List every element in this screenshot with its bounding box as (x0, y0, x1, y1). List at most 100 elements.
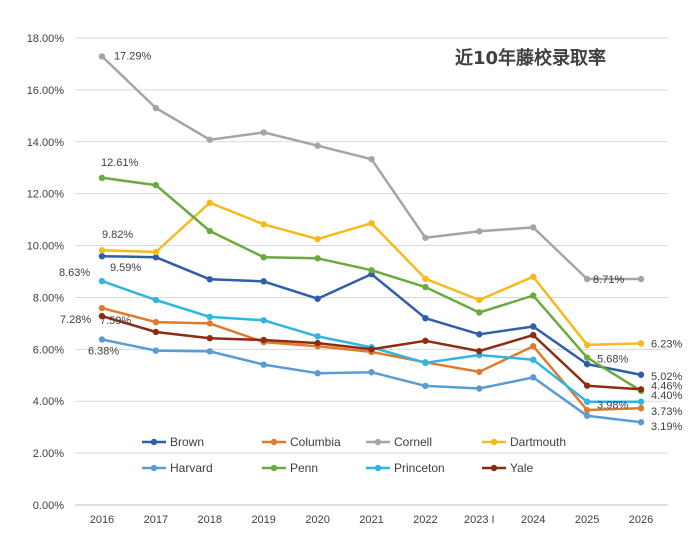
y-tick-label: 10.00% (27, 241, 65, 253)
legend-swatch-marker (150, 464, 158, 472)
data-point (206, 334, 213, 342)
data-point (476, 228, 483, 235)
data-point (476, 331, 483, 338)
data-point (98, 304, 106, 312)
data-point (98, 247, 106, 254)
data-point (152, 296, 160, 304)
legend-label: Columbia (290, 435, 341, 449)
x-tick-label: 2024 (521, 514, 545, 526)
legend-swatch-marker (150, 438, 158, 446)
data-point (583, 412, 591, 419)
data-point (476, 296, 483, 304)
data-point (98, 277, 106, 285)
data-point (206, 313, 213, 321)
legend-item-princeton: Princeton (366, 461, 445, 475)
data-point (637, 275, 645, 283)
data-point (368, 267, 375, 274)
x-tick-label: 2021 (359, 514, 383, 526)
data-label: 6.23% (651, 338, 682, 350)
y-tick-label: 4.00% (33, 396, 64, 408)
data-point (206, 276, 213, 283)
data-point (422, 382, 429, 390)
data-label: 4.46% (651, 380, 682, 392)
data-label: 7.59% (100, 315, 131, 327)
data-point (260, 336, 267, 344)
data-point (422, 315, 429, 322)
data-point (260, 129, 267, 136)
data-point (637, 371, 645, 378)
data-label: 12.61% (101, 157, 139, 169)
data-point (98, 53, 106, 60)
data-point (476, 309, 483, 316)
data-point (368, 155, 375, 163)
data-point (314, 142, 321, 149)
data-point (583, 360, 591, 368)
y-tick-label: 0.00% (33, 500, 64, 512)
legend-swatch-marker (270, 438, 278, 446)
chart-title: 近10年藤校录取率 (455, 47, 606, 69)
legend: Brown Columbia Cornell Dartmouth Harvard Penn… (142, 435, 566, 475)
data-point (530, 224, 537, 231)
data-point (152, 181, 160, 189)
data-point (583, 354, 591, 361)
data-point (530, 374, 537, 381)
data-label: 5.02% (651, 371, 682, 383)
series-yale (98, 312, 645, 393)
x-tick-label: 2023 I (464, 514, 495, 526)
x-tick-label: 2019 (251, 514, 275, 526)
data-point (206, 136, 213, 143)
series-cornell (98, 53, 645, 283)
x-tick-label: 2017 (144, 514, 168, 526)
data-label: 17.29% (114, 50, 152, 62)
data-point (530, 356, 537, 363)
data-label: 3.19% (651, 421, 682, 433)
data-point (206, 227, 213, 235)
legend-label: Brown (170, 435, 204, 449)
data-point (637, 398, 645, 405)
data-label: 3.98% (597, 400, 628, 412)
data-point (260, 221, 267, 228)
data-point (530, 323, 537, 330)
data-point (260, 278, 267, 285)
data-point (476, 368, 483, 376)
legend-label: Yale (510, 461, 533, 475)
data-point (583, 341, 591, 349)
x-axis-ticks: 2016 2017 2018 2019 2020 2021 2022 2023 I 2024 20… (90, 514, 654, 526)
data-point (637, 386, 645, 393)
data-label: 7.28% (60, 314, 91, 326)
data-point (314, 235, 321, 243)
y-tick-label: 8.00% (33, 292, 64, 304)
legend-swatch-marker (490, 438, 498, 446)
data-point (152, 248, 160, 256)
legend-swatch-marker (374, 464, 382, 472)
data-point (152, 318, 160, 326)
data-point (206, 320, 213, 327)
legend-label: Harvard (170, 461, 213, 475)
gridlines (75, 37, 668, 506)
data-point (583, 275, 591, 283)
data-point (583, 382, 591, 389)
data-labels: 17.29% 12.61% 9.82% 9.59% 8.63% 7.59% 7.28% 6.3… (59, 50, 683, 433)
data-point (368, 346, 375, 353)
data-point (368, 368, 375, 376)
data-point (206, 199, 213, 206)
x-tick-label: 2018 (198, 514, 222, 526)
legend-label: Cornell (394, 435, 432, 449)
data-point (476, 385, 483, 392)
data-point (314, 370, 321, 377)
data-point (583, 406, 591, 414)
y-tick-label: 2.00% (33, 448, 64, 460)
legend-item-brown: Brown (142, 435, 204, 449)
legend-swatch-marker (270, 464, 278, 472)
data-point (98, 174, 106, 182)
data-point (530, 292, 537, 299)
data-point (422, 283, 429, 291)
data-label: 4.40% (651, 390, 682, 402)
series-line (101, 279, 641, 403)
data-point (260, 254, 267, 261)
data-point (314, 333, 321, 340)
x-tick-label: 2016 (90, 514, 114, 526)
x-tick-label: 2026 (629, 514, 653, 526)
data-point (152, 104, 160, 112)
